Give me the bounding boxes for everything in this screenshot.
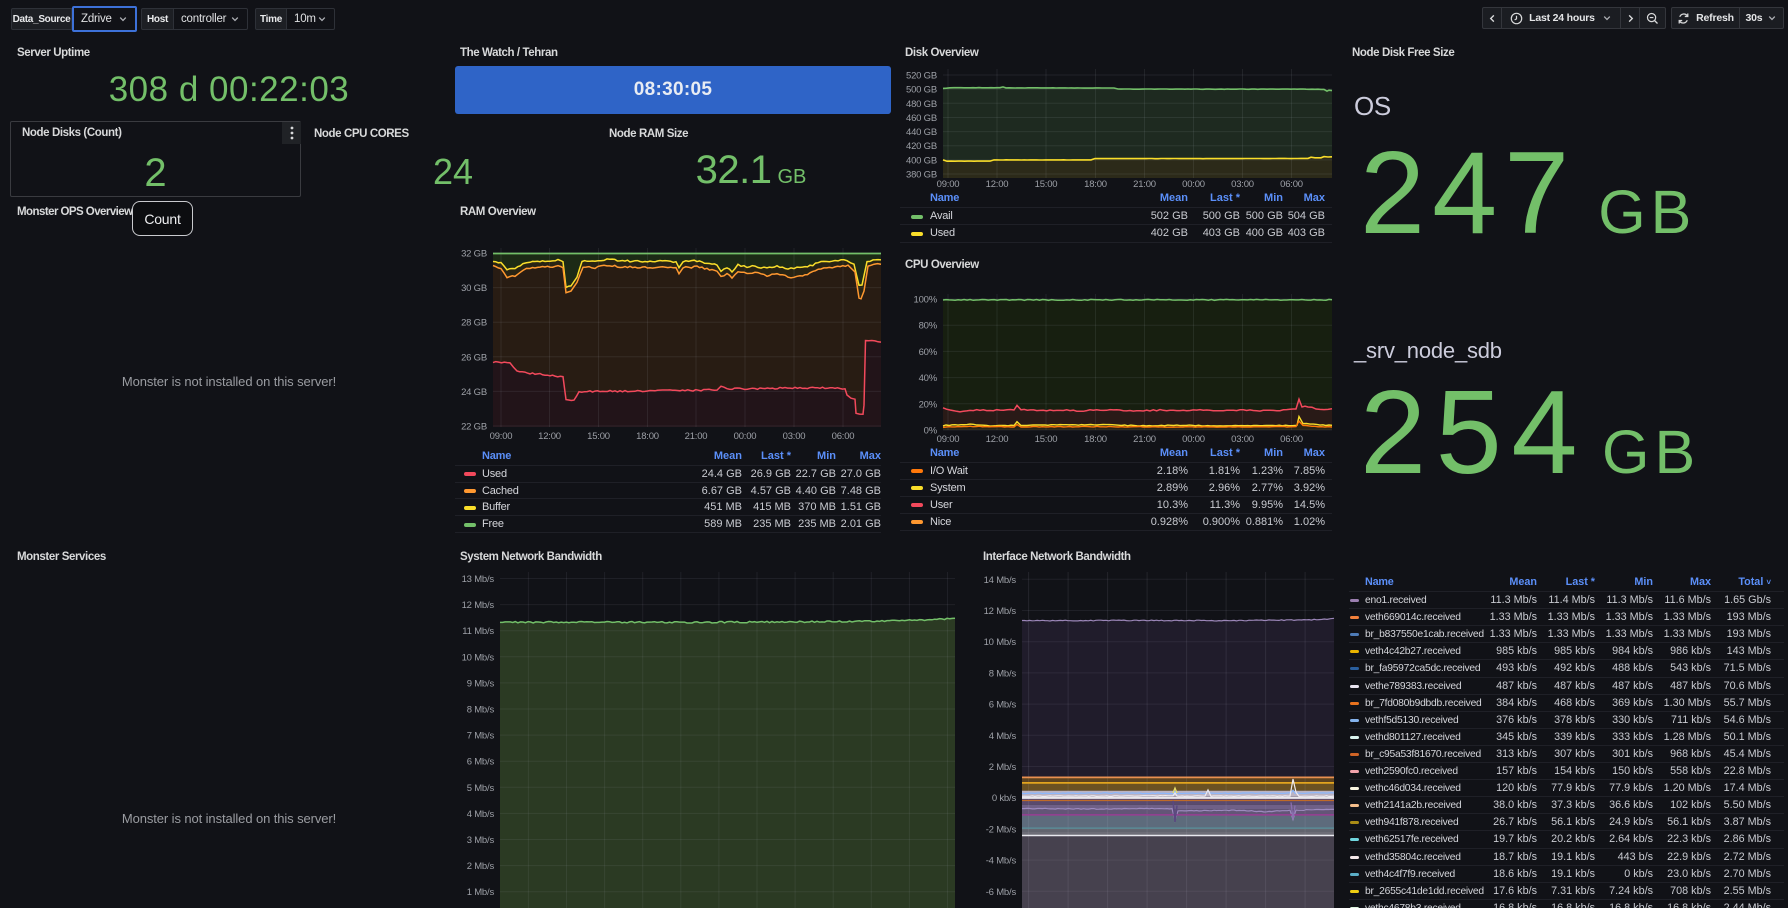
svg-text:06:00: 06:00 — [1280, 179, 1303, 190]
svg-text:400 GB: 400 GB — [906, 155, 937, 166]
svg-text:12 Mb/s: 12 Mb/s — [462, 600, 495, 611]
svg-text:40%: 40% — [919, 373, 938, 384]
svg-text:12:00: 12:00 — [986, 434, 1009, 445]
svg-text:6 Mb/s: 6 Mb/s — [467, 757, 495, 768]
svg-text:80%: 80% — [919, 321, 938, 332]
svg-text:15:00: 15:00 — [1035, 434, 1058, 445]
svg-text:380 GB: 380 GB — [906, 170, 937, 181]
svg-text:10 Mb/s: 10 Mb/s — [984, 637, 1017, 648]
svg-text:18:00: 18:00 — [1084, 434, 1107, 445]
svg-text:06:00: 06:00 — [1280, 434, 1303, 445]
svg-text:480 GB: 480 GB — [906, 99, 937, 110]
svg-text:30 GB: 30 GB — [461, 283, 487, 294]
svg-text:60%: 60% — [919, 347, 938, 358]
svg-text:15:00: 15:00 — [1035, 179, 1058, 190]
svg-text:6 Mb/s: 6 Mb/s — [989, 700, 1017, 711]
svg-text:9 Mb/s: 9 Mb/s — [467, 678, 495, 689]
svg-text:20%: 20% — [919, 399, 938, 410]
svg-text:8 Mb/s: 8 Mb/s — [989, 668, 1017, 679]
svg-text:15:00: 15:00 — [587, 431, 610, 442]
svg-text:12:00: 12:00 — [986, 179, 1009, 190]
svg-text:460 GB: 460 GB — [906, 113, 937, 124]
svg-text:26 GB: 26 GB — [461, 352, 487, 363]
svg-text:12:00: 12:00 — [538, 431, 561, 442]
svg-text:21:00: 21:00 — [1133, 179, 1156, 190]
svg-text:7 Mb/s: 7 Mb/s — [467, 731, 495, 742]
svg-text:4 Mb/s: 4 Mb/s — [989, 731, 1017, 742]
svg-text:03:00: 03:00 — [1231, 179, 1254, 190]
svg-text:06:00: 06:00 — [832, 431, 855, 442]
svg-text:22 GB: 22 GB — [461, 422, 487, 433]
svg-text:11 Mb/s: 11 Mb/s — [462, 626, 494, 637]
svg-text:3 Mb/s: 3 Mb/s — [467, 835, 495, 846]
svg-text:12 Mb/s: 12 Mb/s — [984, 606, 1017, 617]
svg-text:500 GB: 500 GB — [906, 85, 937, 96]
svg-text:-4 Mb/s: -4 Mb/s — [986, 856, 1017, 867]
svg-text:09:00: 09:00 — [937, 179, 960, 190]
svg-text:8 Mb/s: 8 Mb/s — [467, 705, 495, 716]
svg-text:2 Mb/s: 2 Mb/s — [467, 861, 495, 872]
svg-text:420 GB: 420 GB — [906, 141, 937, 152]
svg-text:10 Mb/s: 10 Mb/s — [462, 652, 495, 663]
svg-text:100%: 100% — [914, 295, 938, 306]
svg-text:09:00: 09:00 — [490, 431, 513, 442]
svg-text:440 GB: 440 GB — [906, 127, 937, 138]
svg-text:32 GB: 32 GB — [461, 249, 487, 260]
svg-text:13 Mb/s: 13 Mb/s — [462, 574, 495, 585]
svg-text:5 Mb/s: 5 Mb/s — [467, 783, 495, 794]
svg-text:18:00: 18:00 — [1084, 179, 1107, 190]
svg-text:2 Mb/s: 2 Mb/s — [989, 762, 1017, 773]
svg-text:03:00: 03:00 — [783, 431, 806, 442]
svg-text:0 kb/s: 0 kb/s — [992, 793, 1017, 804]
svg-text:18:00: 18:00 — [636, 431, 659, 442]
svg-text:21:00: 21:00 — [685, 431, 708, 442]
svg-text:03:00: 03:00 — [1231, 434, 1254, 445]
svg-text:-6 Mb/s: -6 Mb/s — [986, 887, 1017, 898]
svg-text:0%: 0% — [924, 426, 938, 437]
svg-text:14 Mb/s: 14 Mb/s — [984, 575, 1017, 586]
svg-text:-2 Mb/s: -2 Mb/s — [986, 824, 1017, 835]
svg-text:00:00: 00:00 — [734, 431, 757, 442]
svg-text:1 Mb/s: 1 Mb/s — [467, 887, 495, 898]
svg-text:00:00: 00:00 — [1182, 179, 1205, 190]
svg-text:520 GB: 520 GB — [906, 71, 937, 82]
svg-text:24 GB: 24 GB — [461, 387, 487, 398]
svg-text:00:00: 00:00 — [1182, 434, 1205, 445]
svg-text:4 Mb/s: 4 Mb/s — [467, 809, 495, 820]
svg-text:28 GB: 28 GB — [461, 318, 487, 329]
svg-text:09:00: 09:00 — [937, 434, 960, 445]
svg-text:21:00: 21:00 — [1133, 434, 1156, 445]
